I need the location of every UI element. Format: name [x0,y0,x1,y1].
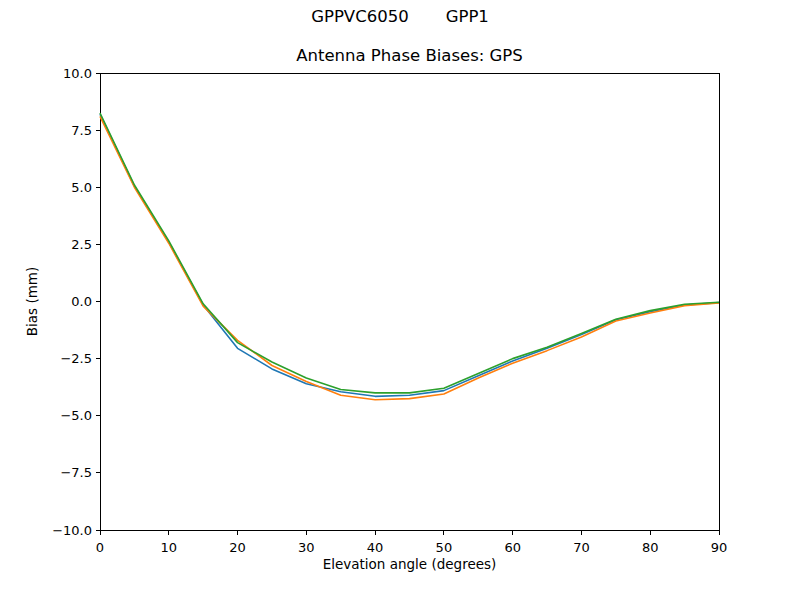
data-series-lines [100,113,719,400]
x-tick-label: 60 [504,540,521,555]
x-tick-label: 10 [161,540,178,555]
x-tick-label: 70 [573,540,590,555]
y-tick-label: −10.0 [52,523,92,538]
y-tick-label: −5.0 [60,408,92,423]
x-tick-label: 40 [367,540,384,555]
x-axis-ticks: 0 10 20 30 40 50 60 70 80 90 [96,530,727,555]
x-tick-label: 90 [711,540,728,555]
suptitle-station-name: GPP1 [446,7,489,26]
plot-spines [100,73,719,530]
y-tick-label: 0.0 [71,294,92,309]
series-line-L5 [100,113,719,393]
x-tick-label: 30 [298,540,315,555]
chart-title: Antenna Phase Biases: GPS [296,46,523,65]
y-tick-label: 10.0 [63,66,92,81]
x-tick-label: 0 [96,540,104,555]
antenna-phase-bias-chart: GPPVC6050GPP1 Antenna Phase Biases: GPS … [0,0,800,600]
y-tick-label: 5.0 [71,180,92,195]
x-tick-label: 50 [436,540,453,555]
y-tick-label: 7.5 [71,123,92,138]
x-axis-label: Elevation angle (degrees) [323,556,497,572]
x-tick-label: 80 [642,540,659,555]
series-line-L1 [100,114,719,396]
y-tick-label: −7.5 [60,465,92,480]
y-axis-label: Bias (mm) [24,267,40,336]
y-axis-ticks: 10.0 7.5 5.0 2.5 0.0 −2.5 −5.0 −7.5 −10.0 [52,66,100,538]
suptitle-antenna-name: GPPVC6050 [311,7,409,26]
y-tick-label: −2.5 [60,351,92,366]
y-tick-label: 2.5 [71,237,92,252]
series-line-L2 [100,116,719,399]
matplotlib-figure: GPPVC6050GPP1 Antenna Phase Biases: GPS … [0,0,800,600]
figure-suptitle: GPPVC6050 GPP1 [311,7,489,26]
x-tick-label: 20 [229,540,246,555]
